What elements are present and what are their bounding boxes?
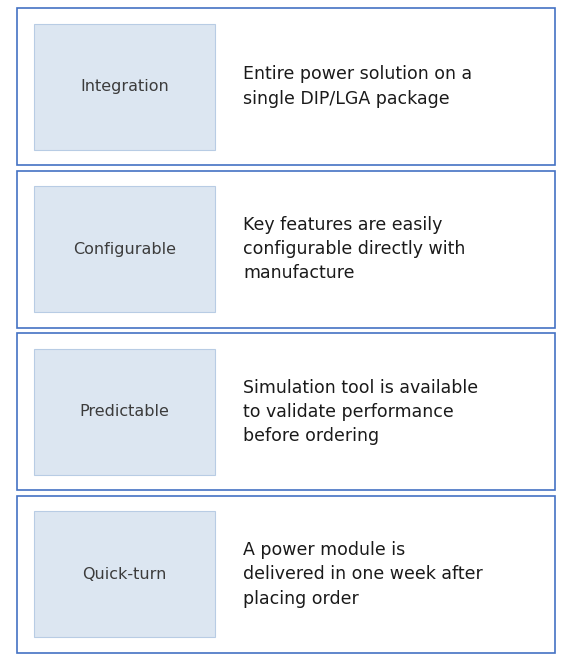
Text: A power module is
delivered in one week after
placing order: A power module is delivered in one week … xyxy=(243,541,483,607)
FancyBboxPatch shape xyxy=(34,512,214,637)
Text: Predictable: Predictable xyxy=(80,405,169,419)
Text: Simulation tool is available
to validate performance
before ordering: Simulation tool is available to validate… xyxy=(243,379,478,445)
FancyBboxPatch shape xyxy=(17,496,555,653)
Text: Configurable: Configurable xyxy=(73,242,176,256)
FancyBboxPatch shape xyxy=(34,349,214,475)
FancyBboxPatch shape xyxy=(34,186,214,312)
FancyBboxPatch shape xyxy=(17,171,555,328)
FancyBboxPatch shape xyxy=(17,333,555,490)
FancyBboxPatch shape xyxy=(17,8,555,165)
Text: Entire power solution on a
single DIP/LGA package: Entire power solution on a single DIP/LG… xyxy=(243,65,472,108)
Text: Key features are easily
configurable directly with
manufacture: Key features are easily configurable dir… xyxy=(243,216,466,282)
Text: Quick-turn: Quick-turn xyxy=(82,567,166,582)
Text: Integration: Integration xyxy=(80,79,169,94)
FancyBboxPatch shape xyxy=(34,24,214,149)
